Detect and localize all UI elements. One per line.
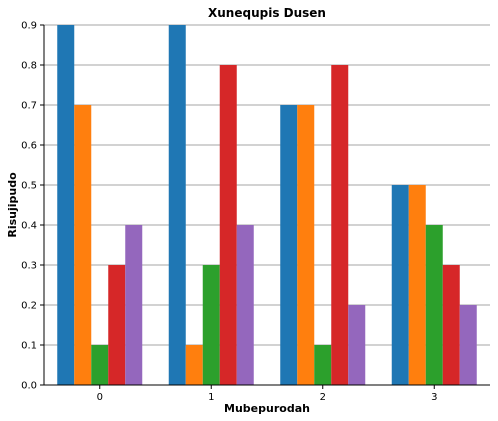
y-tick-label: 0.0 bbox=[21, 381, 37, 392]
y-tick-label: 0.5 bbox=[21, 181, 37, 192]
bar-series-4-cat-3 bbox=[459, 305, 477, 385]
y-tick-label: 0.6 bbox=[21, 141, 37, 152]
bar-series-1-cat-1 bbox=[185, 345, 203, 385]
y-tick-label: 0.7 bbox=[21, 101, 37, 112]
bars bbox=[57, 25, 477, 385]
bar-series-2-cat-0 bbox=[91, 345, 109, 385]
y-tick-label: 0.8 bbox=[21, 61, 37, 72]
x-tick-label: 0 bbox=[97, 392, 103, 403]
x-tick-labels: 0 1 2 3 bbox=[97, 385, 437, 403]
bar-series-2-cat-2 bbox=[314, 345, 332, 385]
axes bbox=[43, 25, 490, 386]
x-axis-label: Mubepurodah bbox=[224, 402, 310, 415]
x-tick-label: 3 bbox=[431, 392, 437, 403]
bar-series-0-cat-2 bbox=[280, 105, 298, 385]
y-tick-label: 0.2 bbox=[21, 301, 37, 312]
bar-series-3-cat-0 bbox=[108, 265, 126, 385]
x-tick-label: 2 bbox=[320, 392, 326, 403]
bar-series-0-cat-0 bbox=[57, 25, 75, 385]
bar-series-3-cat-3 bbox=[442, 265, 460, 385]
bar-series-2-cat-3 bbox=[425, 225, 443, 385]
bar-series-4-cat-2 bbox=[348, 305, 366, 385]
bar-series-0-cat-1 bbox=[168, 25, 186, 385]
chart-title: Xunequpis Dusen bbox=[208, 6, 326, 20]
y-tick-label: 0.9 bbox=[21, 21, 37, 32]
bar-series-0-cat-3 bbox=[391, 185, 409, 385]
bar-series-4-cat-1 bbox=[236, 225, 254, 385]
y-tick-label: 0.4 bbox=[21, 221, 37, 232]
bar-series-1-cat-0 bbox=[74, 105, 92, 385]
y-tick-labels: 0.0 0.1 0.2 0.3 0.4 0.5 0.6 0.7 0.8 0.9 bbox=[21, 21, 44, 392]
y-tick-label: 0.1 bbox=[21, 341, 37, 352]
x-tick-label: 1 bbox=[208, 392, 214, 403]
bar-series-1-cat-2 bbox=[297, 105, 315, 385]
y-tick-label: 0.3 bbox=[21, 261, 37, 272]
bar-series-4-cat-0 bbox=[125, 225, 143, 385]
bar-series-3-cat-2 bbox=[331, 65, 349, 385]
bar-series-1-cat-3 bbox=[408, 185, 426, 385]
bar-series-2-cat-1 bbox=[202, 265, 220, 385]
bar-series-3-cat-1 bbox=[219, 65, 237, 385]
y-axis-label: Risujipudo bbox=[6, 172, 19, 238]
